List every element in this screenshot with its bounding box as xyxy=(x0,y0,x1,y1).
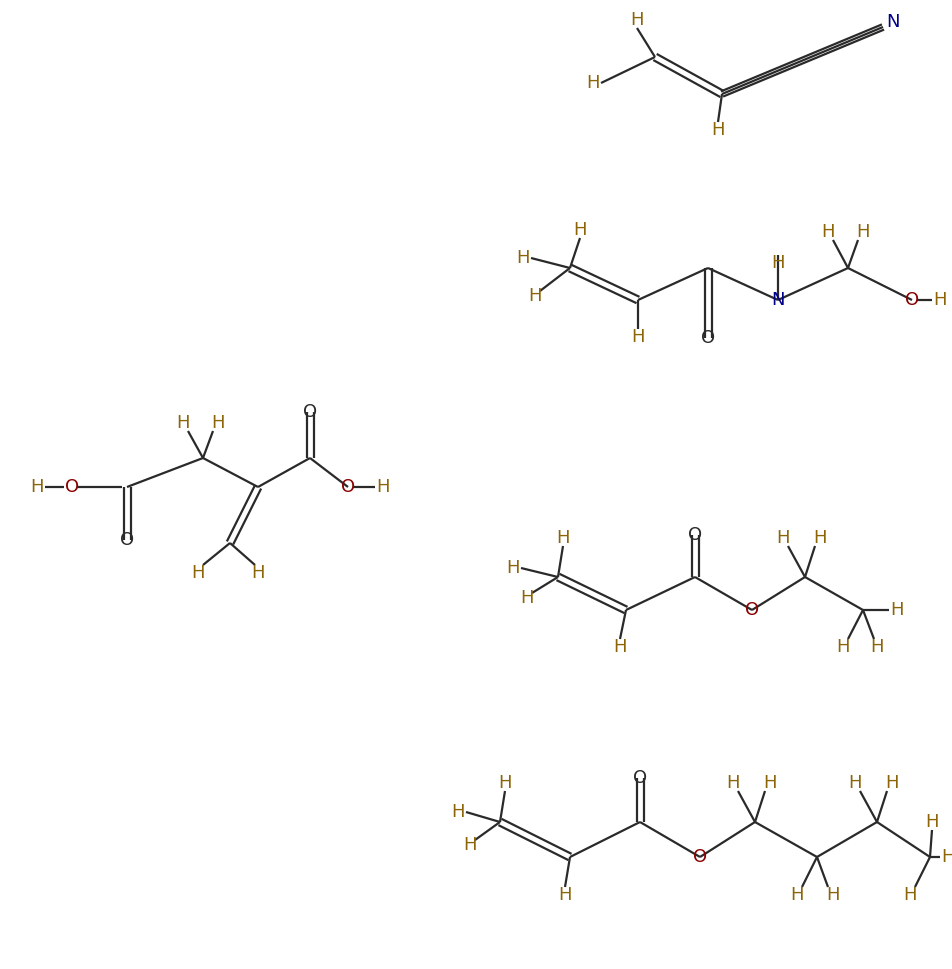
Text: H: H xyxy=(771,254,784,272)
Text: H: H xyxy=(528,287,542,305)
Text: O: O xyxy=(120,531,134,549)
Text: H: H xyxy=(586,74,600,92)
Text: H: H xyxy=(558,886,572,904)
Text: O: O xyxy=(303,403,317,421)
Text: H: H xyxy=(822,223,835,241)
Text: H: H xyxy=(451,803,465,821)
Text: N: N xyxy=(771,291,784,309)
Text: O: O xyxy=(693,848,707,866)
Text: H: H xyxy=(942,848,952,866)
Text: H: H xyxy=(464,836,477,854)
Text: O: O xyxy=(65,478,79,496)
Text: H: H xyxy=(870,638,883,656)
Text: H: H xyxy=(711,121,724,139)
Text: H: H xyxy=(498,774,512,792)
Text: H: H xyxy=(790,886,803,904)
Text: H: H xyxy=(813,529,826,547)
Text: H: H xyxy=(631,328,645,346)
Text: O: O xyxy=(744,601,759,619)
Text: H: H xyxy=(516,249,529,267)
Text: O: O xyxy=(701,329,715,347)
Text: H: H xyxy=(885,774,899,792)
Text: N: N xyxy=(886,13,900,31)
Text: O: O xyxy=(905,291,919,309)
Text: H: H xyxy=(251,564,265,582)
Text: H: H xyxy=(933,291,946,309)
Text: H: H xyxy=(613,638,626,656)
Text: H: H xyxy=(573,221,586,239)
Text: H: H xyxy=(726,774,740,792)
Text: H: H xyxy=(556,529,569,547)
Text: H: H xyxy=(30,478,44,496)
Text: H: H xyxy=(630,11,644,29)
Text: H: H xyxy=(836,638,850,656)
Text: H: H xyxy=(764,774,777,792)
Text: H: H xyxy=(776,529,790,547)
Text: H: H xyxy=(903,886,917,904)
Text: O: O xyxy=(633,769,647,787)
Text: H: H xyxy=(376,478,389,496)
Text: H: H xyxy=(176,414,189,432)
Text: H: H xyxy=(826,886,840,904)
Text: H: H xyxy=(211,414,225,432)
Text: H: H xyxy=(848,774,862,792)
Text: H: H xyxy=(506,559,520,577)
Text: H: H xyxy=(191,564,205,582)
Text: O: O xyxy=(341,478,355,496)
Text: H: H xyxy=(520,589,534,607)
Text: H: H xyxy=(856,223,870,241)
Text: H: H xyxy=(925,813,939,831)
Text: O: O xyxy=(688,526,702,544)
Text: H: H xyxy=(890,601,903,619)
